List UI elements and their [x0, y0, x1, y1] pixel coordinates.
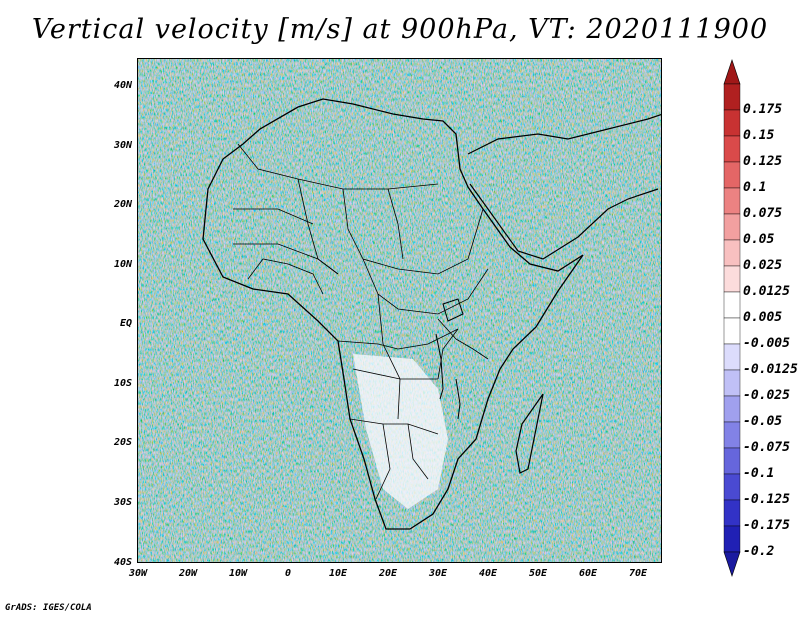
- country-borders: [233, 143, 489, 500]
- colorbar-swatch: [723, 135, 741, 163]
- colorbar-swatch: [723, 187, 741, 215]
- colorbar-swatch: [723, 421, 741, 449]
- arabia-coastline: [467, 114, 661, 260]
- lon-label: 20E: [378, 568, 398, 579]
- lon-label: 50E: [528, 568, 548, 579]
- colorbar-tick-label: 0.125: [743, 154, 783, 169]
- lat-label: 30N: [113, 140, 132, 151]
- colorbar-swatch: [723, 447, 741, 475]
- lat-label: 40N: [113, 80, 132, 91]
- colorbar-tick-label: 0.05: [743, 232, 775, 247]
- colorbar-tick-label: -0.025: [743, 388, 790, 403]
- colorbar-swatch: [723, 239, 741, 267]
- colorbar-tick-label: 0.075: [743, 206, 783, 221]
- colorbar-tick-label: -0.125: [743, 492, 790, 507]
- lon-label: 60E: [578, 568, 598, 579]
- colorbar-tick-label: -0.05: [743, 414, 783, 429]
- lat-label: 10S: [113, 378, 132, 389]
- colorbar-swatch: [723, 265, 741, 293]
- map-title: Vertical velocity [m/s] at 900hPa, VT: 2…: [31, 14, 769, 45]
- lat-label: 20S: [113, 437, 132, 448]
- colorbar-tick-label: 0.1: [743, 180, 767, 195]
- colorbar-swatch: [723, 213, 741, 241]
- colorbar-tick-label: -0.005: [743, 336, 790, 351]
- colorbar-bottom-arrow: [723, 551, 741, 577]
- lon-label: 30E: [428, 568, 448, 579]
- colorbar-swatch: [723, 499, 741, 527]
- lat-label: 10N: [113, 259, 132, 270]
- grads-credit: GrADS: IGES/COLA: [5, 603, 92, 613]
- lon-label: 10E: [328, 568, 348, 579]
- colorbar-swatch: [723, 473, 741, 501]
- lat-label: 40S: [113, 557, 132, 568]
- colorbar-tick-label: -0.1: [743, 466, 775, 481]
- lake-tanganyika: [435, 333, 444, 400]
- lon-label: 70E: [628, 568, 648, 579]
- lake-malawi: [455, 378, 461, 420]
- colorbar-swatch: [723, 83, 741, 111]
- lon-label: 20W: [178, 568, 198, 579]
- map-canvas: [138, 59, 661, 562]
- colorbar-tick-label: -0.175: [743, 518, 790, 533]
- lon-label: 40E: [478, 568, 498, 579]
- colorbar-swatch: [723, 317, 741, 345]
- colorbar-swatch: [723, 161, 741, 189]
- colorbar-tick-label: -0.0125: [743, 362, 798, 377]
- colorbar-tick-label: 0.025: [743, 258, 783, 273]
- colorbar-swatch: [723, 395, 741, 423]
- colorbar-swatch: [723, 109, 741, 137]
- colorbar-top-arrow: [723, 59, 741, 85]
- colorbar: [723, 59, 741, 577]
- lon-label: 30W: [128, 568, 148, 579]
- colorbar-tick-label: 0.005: [743, 310, 783, 325]
- colorbar-swatch: [723, 369, 741, 397]
- lat-label: 20N: [113, 199, 132, 210]
- velocity-map: [137, 58, 662, 563]
- colorbar-tick-label: 0.175: [743, 102, 783, 117]
- lon-label: 0: [284, 568, 292, 579]
- colorbar-tick-label: -0.2: [743, 544, 775, 559]
- colorbar-tick-label: -0.075: [743, 440, 790, 455]
- colorbar-tick-label: 0.0125: [743, 284, 790, 299]
- colorbar-swatch: [723, 343, 741, 371]
- africa-coastline: [202, 98, 584, 530]
- lat-label: 30S: [113, 497, 132, 508]
- colorbar-swatch: [723, 291, 741, 319]
- southern-interior: [353, 354, 448, 509]
- madagascar-outline: [515, 393, 544, 474]
- lon-label: 10W: [228, 568, 248, 579]
- colorbar-tick-label: 0.15: [743, 128, 775, 143]
- lat-label: EQ: [119, 318, 132, 329]
- colorbar-swatch: [723, 525, 741, 553]
- lake-victoria: [442, 298, 464, 322]
